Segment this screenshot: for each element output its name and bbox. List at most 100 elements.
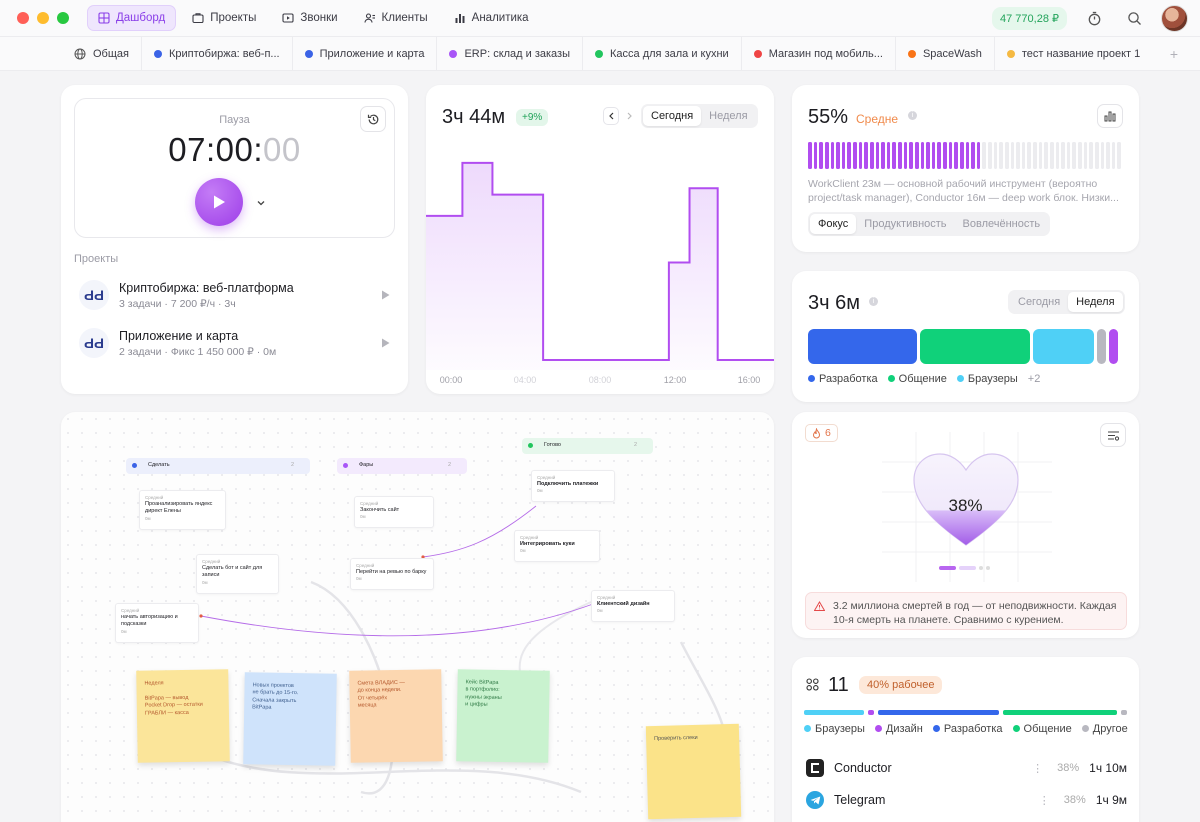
board-column[interactable]: Сделать 2 bbox=[126, 458, 310, 474]
add-project-tab-button[interactable]: + bbox=[1169, 45, 1178, 62]
filter-settings-button[interactable] bbox=[1100, 423, 1126, 447]
legend-label: Разработка bbox=[819, 373, 878, 385]
board-card[interactable]: Средний Клиентский дизайн 0м bbox=[591, 590, 675, 622]
next-day-button[interactable] bbox=[621, 107, 637, 125]
stopwatch-icon[interactable] bbox=[1081, 6, 1107, 32]
tab-today[interactable]: Сегодня bbox=[1018, 296, 1061, 308]
sticky-note[interactable]: Смета ВЛАДИС — до конца недели. От четыр… bbox=[349, 669, 443, 763]
board-column[interactable]: Фары 2 bbox=[337, 458, 467, 474]
focus-bar-segment bbox=[903, 142, 908, 169]
project-tab[interactable]: Криптобиржа: веб-п... bbox=[142, 36, 293, 71]
project-tab-general[interactable]: Общая bbox=[0, 36, 142, 71]
nav-clients[interactable]: Клиенты bbox=[354, 5, 438, 31]
board-card-tag: Средний bbox=[121, 608, 140, 613]
apps-card: 11 40% рабочее Браузеры Дизайн Разработк… bbox=[792, 657, 1139, 822]
carousel-dot[interactable] bbox=[986, 566, 990, 570]
tab-week[interactable]: Неделя bbox=[709, 110, 748, 122]
focus-bar-segment bbox=[976, 142, 981, 169]
prev-day-button[interactable] bbox=[603, 107, 619, 125]
focus-bar-segment bbox=[1083, 142, 1088, 169]
sticky-note[interactable]: Неделя BitPapa — вывод Pocket Drop — ост… bbox=[136, 669, 230, 763]
activity-card: 3ч 44м +9% Сегодня Неделя 00:00 04:00 08:0… bbox=[426, 85, 774, 394]
category-segment[interactable] bbox=[1108, 329, 1118, 364]
more-vertical-icon[interactable]: ⋮ bbox=[1038, 794, 1050, 807]
board-card-meta: 0м bbox=[360, 514, 366, 520]
legend-more[interactable]: +2 bbox=[1027, 373, 1041, 385]
board-card-tag: Средний bbox=[360, 501, 379, 506]
avatar[interactable] bbox=[1161, 5, 1188, 32]
project-tab[interactable]: тест название проект 1 bbox=[995, 37, 1152, 71]
zoom-window-button[interactable] bbox=[57, 12, 69, 24]
play-small-icon[interactable] bbox=[381, 290, 390, 300]
title-bar: Дашборд Проекты Звонки Клиенты Аналитика… bbox=[0, 0, 1200, 37]
focus-bar-segment bbox=[1094, 142, 1099, 169]
info-icon[interactable]: i bbox=[869, 297, 878, 306]
close-window-button[interactable] bbox=[17, 12, 29, 24]
focus-bar-segment bbox=[881, 142, 885, 169]
legend-label: Общение bbox=[1023, 723, 1072, 735]
project-tab[interactable]: SpaceWash bbox=[896, 36, 995, 71]
chart-toggle-button[interactable] bbox=[1097, 104, 1123, 128]
legend-item: Дизайн bbox=[874, 723, 923, 735]
timer-project-row[interactable]: ԀԀ Криптобиржа: веб-платформа 3 задачи ·… bbox=[79, 273, 390, 317]
focus-bar-segment bbox=[898, 142, 902, 169]
category-segment[interactable] bbox=[920, 329, 1030, 364]
app-row[interactable]: Conductor ⋮ 38% 1ч 10м bbox=[806, 756, 1127, 780]
sticky-note[interactable]: Проверить слеки bbox=[645, 723, 742, 820]
sticky-note[interactable]: Новых проектов не брать до 15-го. Сначал… bbox=[243, 672, 337, 766]
board-card[interactable]: Средний Закончить сайт 0м bbox=[354, 496, 434, 528]
tab-today[interactable]: Сегодня bbox=[643, 106, 702, 126]
focus-bar-segment bbox=[1072, 142, 1076, 169]
play-icon bbox=[214, 195, 225, 209]
focus-bar-segment bbox=[965, 142, 970, 169]
board-card[interactable]: Средний Подключить платежки 0м bbox=[531, 470, 615, 502]
category-segment[interactable] bbox=[1032, 329, 1094, 364]
project-tab[interactable]: Касса для зала и кухни bbox=[583, 36, 742, 71]
project-tab[interactable]: Магазин под мобиль... bbox=[742, 36, 896, 71]
play-small-icon[interactable] bbox=[381, 338, 390, 348]
board-card[interactable]: Средний Перейти на ревью по барку 0м bbox=[350, 558, 434, 590]
streak-badge[interactable]: 6 bbox=[805, 424, 838, 442]
board-column[interactable]: Готово 2 bbox=[522, 438, 653, 454]
balance-badge[interactable]: 47 770,28 ₽ bbox=[992, 7, 1067, 30]
app-name: Conductor bbox=[834, 761, 892, 775]
tab-engagement[interactable]: Вовлечённость bbox=[962, 218, 1041, 230]
search-icon[interactable] bbox=[1121, 6, 1147, 32]
app-row[interactable]: Telegram ⋮ 38% 1ч 9м bbox=[806, 788, 1127, 812]
minimize-window-button[interactable] bbox=[37, 12, 49, 24]
nav-dashboard-label: Дашборд bbox=[116, 12, 166, 24]
project-tab[interactable]: ERP: склад и заказы bbox=[437, 36, 584, 71]
carousel-dot[interactable] bbox=[939, 566, 956, 570]
board-card[interactable]: Средний Проанализировать яндекс директ Е… bbox=[139, 490, 226, 530]
history-icon[interactable] bbox=[360, 106, 386, 132]
board-card[interactable]: Средний Сделать бот и сайт для записи 0м bbox=[196, 554, 279, 594]
info-icon[interactable]: i bbox=[908, 111, 917, 120]
chevron-down-icon[interactable] bbox=[256, 195, 266, 213]
project-tab-label: Магазин под мобиль... bbox=[768, 47, 883, 60]
carousel-dot[interactable] bbox=[979, 566, 983, 570]
nav-calls[interactable]: Звонки bbox=[272, 5, 347, 31]
nav-dashboard[interactable]: Дашборд bbox=[87, 5, 177, 31]
board-card[interactable]: Средний начать авторизацию и подсказки 0… bbox=[115, 603, 199, 643]
board-card[interactable]: Средний Интегрировать куки 0м bbox=[514, 530, 600, 562]
timer-status: Пауза bbox=[219, 114, 250, 126]
focus-bar-segment bbox=[836, 142, 840, 169]
activity-chart: 00:00 04:00 08:00 12:00 16:00 bbox=[426, 161, 774, 385]
tab-week[interactable]: Неделя bbox=[1068, 292, 1123, 312]
dashboard-icon bbox=[98, 12, 110, 24]
carousel-dot[interactable] bbox=[959, 566, 976, 570]
category-segment[interactable] bbox=[808, 329, 918, 364]
nav-analytics[interactable]: Аналитика bbox=[444, 5, 539, 31]
tab-productivity[interactable]: Продуктивность bbox=[864, 218, 947, 230]
tab-focus[interactable]: Фокус bbox=[810, 214, 857, 234]
more-vertical-icon[interactable]: ⋮ bbox=[1032, 762, 1044, 775]
time-split-range-toggle: Сегодня Неделя bbox=[1008, 290, 1125, 314]
project-tab-label: SpaceWash bbox=[922, 47, 982, 60]
whiteboard-card[interactable]: Сделать 2 Фары 2 Готово 2 Средний Проана… bbox=[61, 412, 774, 822]
category-segment[interactable] bbox=[1096, 329, 1106, 364]
project-tab[interactable]: Приложение и карта bbox=[293, 36, 438, 71]
nav-projects[interactable]: Проекты bbox=[182, 5, 266, 31]
sticky-note[interactable]: Кейс BitPapa в портфолио: нужны экраны и… bbox=[456, 669, 550, 763]
timer-project-row[interactable]: ԀԀ Приложение и карта 2 задачи · Фикс 1 … bbox=[79, 321, 390, 365]
play-button[interactable] bbox=[195, 178, 243, 226]
